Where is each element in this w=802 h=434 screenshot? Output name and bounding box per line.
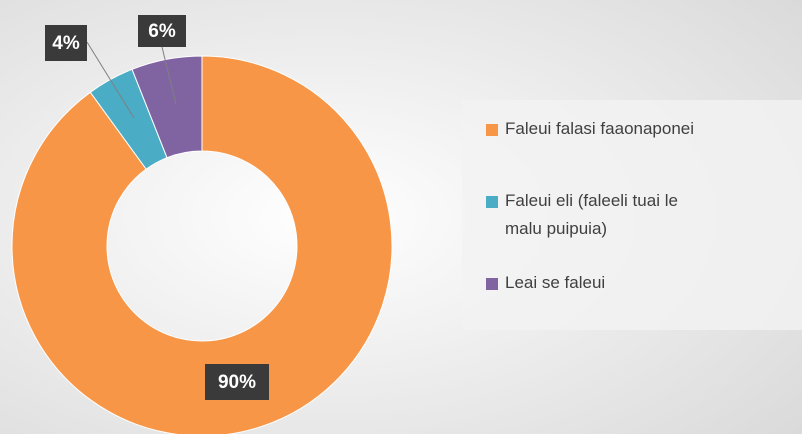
label-box xyxy=(205,364,269,400)
data-label: 90% xyxy=(218,372,256,393)
legend-box xyxy=(462,100,802,330)
data-label: 6% xyxy=(148,21,176,42)
data-label: 4% xyxy=(52,33,80,54)
legend-swatch xyxy=(486,124,498,136)
legend-label: Faleui falasi faaonaponei xyxy=(505,119,694,138)
legend-swatch xyxy=(486,278,498,290)
legend-label: Leai se faleui xyxy=(505,273,605,292)
donut-slice xyxy=(11,55,393,434)
label-box xyxy=(45,25,87,61)
legend-label: Faleui eli (faleeli tuai le malu puipuia) xyxy=(505,191,678,238)
legend-swatch xyxy=(486,196,498,208)
leader-line xyxy=(161,46,177,105)
label-box xyxy=(138,15,186,47)
leader-line xyxy=(86,41,135,119)
donut-slice xyxy=(131,55,203,159)
